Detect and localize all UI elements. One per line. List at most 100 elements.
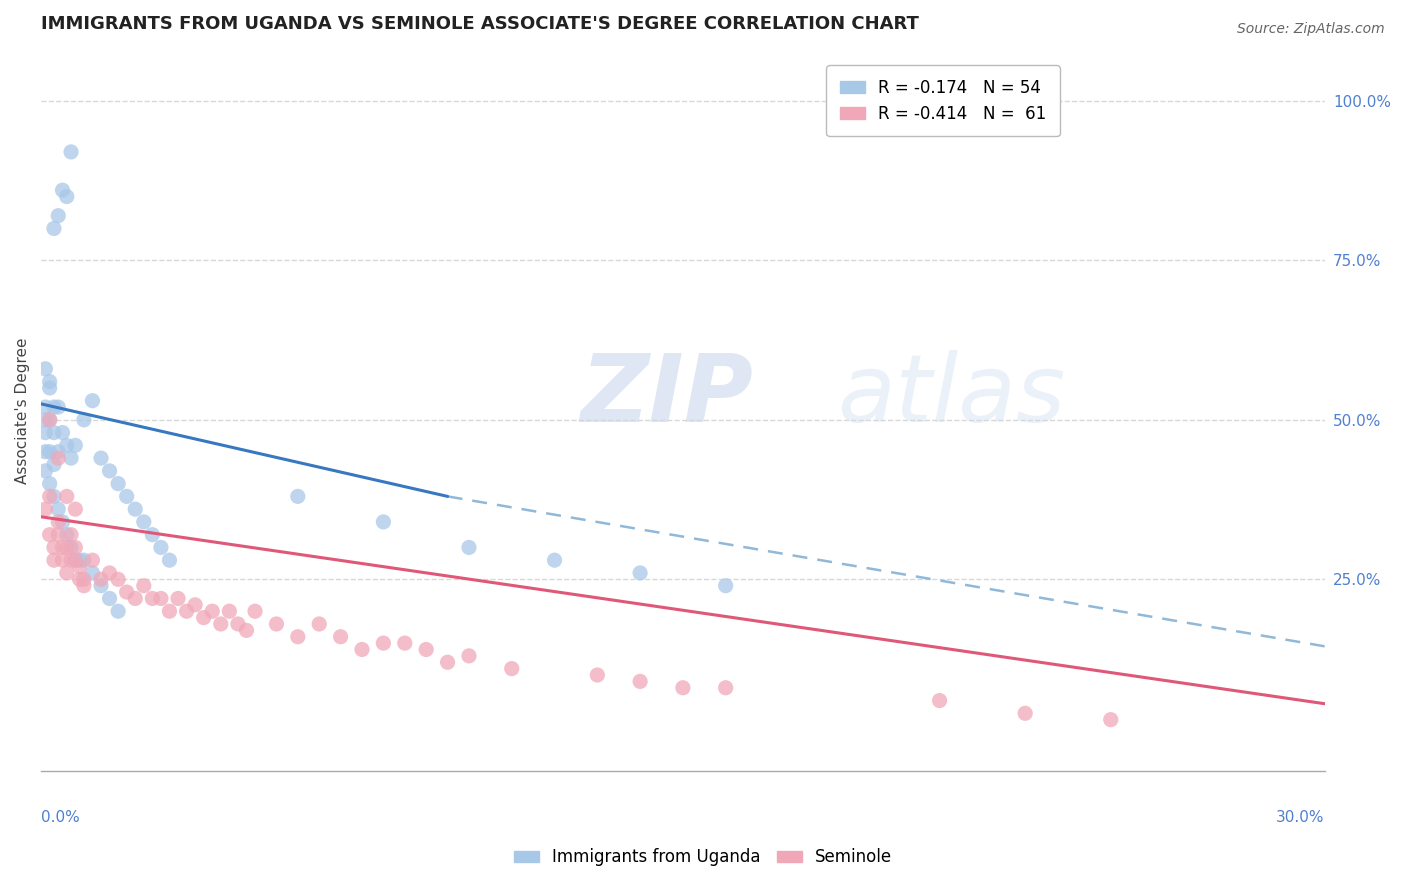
Point	[141, 591, 163, 606]
Text: IMMIGRANTS FROM UGANDA VS SEMINOLE ASSOCIATE'S DEGREE CORRELATION CHART: IMMIGRANTS FROM UGANDA VS SEMINOLE ASSOC…	[41, 15, 920, 33]
Point	[287, 489, 309, 503]
Point	[51, 515, 73, 529]
Point	[193, 610, 215, 624]
Point	[38, 489, 60, 503]
Point	[38, 413, 60, 427]
Point	[218, 604, 240, 618]
Point	[90, 451, 112, 466]
Point	[159, 553, 181, 567]
Point	[124, 591, 146, 606]
Point	[46, 400, 69, 414]
Legend: R = -0.174   N = 54, R = -0.414   N =  61: R = -0.174 N = 54, R = -0.414 N = 61	[827, 65, 1060, 136]
Point	[55, 527, 77, 541]
Point	[65, 553, 87, 567]
Point	[55, 489, 77, 503]
Point	[42, 553, 65, 567]
Point	[107, 604, 129, 618]
Point	[38, 413, 60, 427]
Point	[42, 458, 65, 472]
Point	[46, 451, 69, 466]
Point	[124, 502, 146, 516]
Point	[243, 604, 266, 618]
Point	[373, 636, 395, 650]
Point	[115, 489, 138, 503]
Point	[90, 572, 112, 586]
Point	[51, 553, 73, 567]
Point	[287, 630, 309, 644]
Point	[628, 674, 651, 689]
Point	[42, 221, 65, 235]
Point	[201, 604, 224, 618]
Point	[38, 375, 60, 389]
Point	[132, 515, 155, 529]
Point	[586, 668, 609, 682]
Point	[458, 648, 481, 663]
Point	[60, 145, 83, 159]
Point	[1014, 706, 1036, 721]
Point	[149, 591, 172, 606]
Point	[107, 476, 129, 491]
Legend: Immigrants from Uganda, Seminole: Immigrants from Uganda, Seminole	[506, 842, 900, 873]
Point	[55, 566, 77, 580]
Point	[714, 681, 737, 695]
Point	[73, 579, 96, 593]
Point	[38, 381, 60, 395]
Point	[350, 642, 373, 657]
Point	[394, 636, 416, 650]
Point	[98, 464, 121, 478]
Point	[266, 617, 288, 632]
Point	[167, 591, 190, 606]
Point	[82, 393, 104, 408]
Text: atlas: atlas	[837, 351, 1066, 442]
Point	[458, 541, 481, 555]
Point	[672, 681, 695, 695]
Point	[209, 617, 232, 632]
Point	[98, 591, 121, 606]
Point	[543, 553, 565, 567]
Point	[226, 617, 249, 632]
Point	[42, 425, 65, 440]
Point	[115, 585, 138, 599]
Point	[51, 425, 73, 440]
Point	[65, 438, 87, 452]
Point	[628, 566, 651, 580]
Point	[34, 400, 56, 414]
Point	[69, 553, 91, 567]
Point	[98, 566, 121, 580]
Point	[60, 451, 83, 466]
Point	[34, 444, 56, 458]
Point	[90, 579, 112, 593]
Point	[34, 361, 56, 376]
Point	[42, 541, 65, 555]
Point	[73, 413, 96, 427]
Point	[65, 541, 87, 555]
Text: ZIP: ZIP	[581, 350, 754, 442]
Point	[34, 413, 56, 427]
Point	[501, 662, 523, 676]
Point	[60, 527, 83, 541]
Text: 0.0%: 0.0%	[41, 810, 80, 825]
Point	[51, 541, 73, 555]
Point	[329, 630, 352, 644]
Point	[107, 572, 129, 586]
Point	[436, 655, 458, 669]
Point	[235, 624, 257, 638]
Point	[60, 553, 83, 567]
Point	[55, 541, 77, 555]
Point	[46, 515, 69, 529]
Text: 30.0%: 30.0%	[1277, 810, 1324, 825]
Point	[308, 617, 330, 632]
Point	[141, 527, 163, 541]
Point	[46, 209, 69, 223]
Point	[73, 553, 96, 567]
Point	[73, 572, 96, 586]
Point	[38, 527, 60, 541]
Point	[149, 541, 172, 555]
Point	[42, 489, 65, 503]
Point	[55, 438, 77, 452]
Point	[415, 642, 437, 657]
Point	[65, 553, 87, 567]
Point	[159, 604, 181, 618]
Point	[34, 425, 56, 440]
Point	[82, 553, 104, 567]
